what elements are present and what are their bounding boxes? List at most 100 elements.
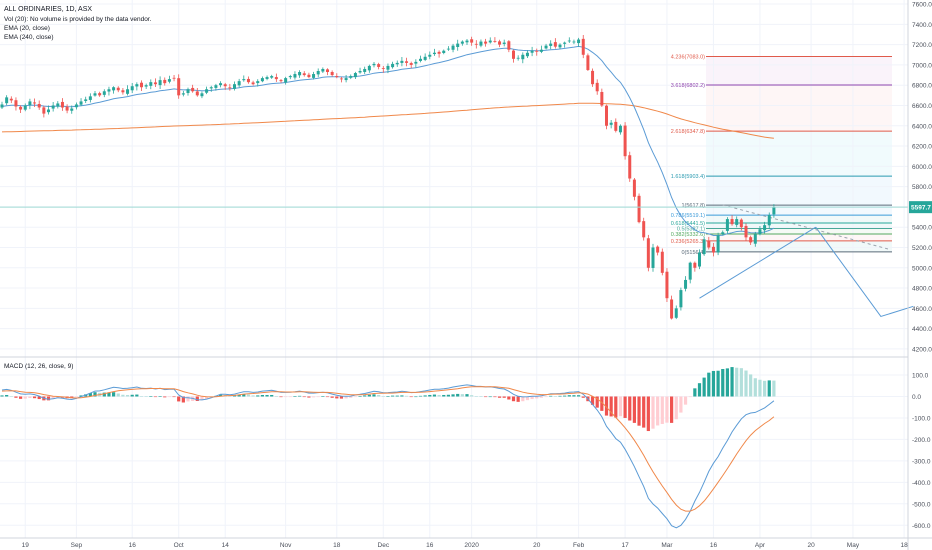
candlestick[interactable]	[353, 71, 357, 79]
candlestick[interactable]	[302, 71, 306, 77]
candlestick[interactable]	[730, 215, 734, 226]
candlestick[interactable]	[437, 50, 441, 58]
candlestick[interactable]	[456, 39, 460, 51]
candlestick[interactable]	[767, 212, 771, 229]
candlestick[interactable]	[391, 61, 395, 69]
candlestick[interactable]	[344, 74, 348, 83]
candlestick[interactable]	[479, 39, 483, 48]
candlestick[interactable]	[293, 71, 297, 80]
candlestick[interactable]	[135, 82, 139, 91]
candlestick[interactable]	[381, 66, 385, 73]
candlestick[interactable]	[363, 66, 367, 75]
macd-legend[interactable]: MACD (12, 26, close, 9)	[4, 363, 73, 370]
candlestick[interactable]	[725, 217, 729, 234]
candlestick[interactable]	[539, 45, 543, 54]
candlestick[interactable]	[530, 46, 534, 57]
ema20-legend[interactable]: EMA (20, close)	[4, 25, 50, 32]
candlestick[interactable]	[609, 119, 613, 129]
candlestick[interactable]	[51, 101, 55, 112]
candlestick[interactable]	[274, 73, 278, 82]
candlestick[interactable]	[367, 64, 371, 73]
ema240-line[interactable]	[1, 102, 774, 139]
candlestick[interactable]	[219, 81, 223, 88]
candlestick[interactable]	[335, 73, 339, 79]
candlestick[interactable]	[623, 122, 627, 160]
candlestick[interactable]	[758, 226, 762, 236]
candlestick[interactable]	[209, 85, 213, 92]
candlestick[interactable]	[470, 36, 474, 46]
candlestick[interactable]	[316, 68, 320, 78]
candlestick[interactable]	[28, 98, 32, 110]
candlestick[interactable]	[414, 59, 418, 68]
signal-line[interactable]	[1, 386, 775, 512]
candlestick[interactable]	[9, 96, 13, 104]
candlestick[interactable]	[563, 41, 567, 48]
symbol-title[interactable]: ALL ORDINARIES, 1D, ASX	[4, 6, 92, 13]
candlestick[interactable]	[558, 43, 562, 50]
candlestick[interactable]	[674, 305, 678, 320]
candlestick[interactable]	[618, 124, 622, 135]
candlestick[interactable]	[544, 43, 548, 50]
candlestick[interactable]	[702, 236, 706, 256]
candlestick[interactable]	[591, 68, 595, 87]
candlestick[interactable]	[0, 101, 4, 110]
candlestick[interactable]	[642, 217, 646, 241]
candlestick[interactable]	[432, 48, 436, 56]
candlestick[interactable]	[446, 46, 450, 51]
candlestick[interactable]	[679, 287, 683, 311]
candlestick[interactable]	[237, 78, 241, 88]
candlestick[interactable]	[228, 83, 232, 91]
candlestick[interactable]	[753, 231, 757, 247]
candlestick[interactable]	[56, 101, 60, 109]
candlestick[interactable]	[339, 77, 343, 83]
candlestick[interactable]	[70, 105, 74, 114]
candlestick[interactable]	[549, 40, 553, 50]
candlestick[interactable]	[600, 88, 604, 107]
candlestick[interactable]	[158, 76, 162, 89]
candlestick[interactable]	[516, 55, 520, 61]
candlestick[interactable]	[288, 74, 292, 80]
candlestick[interactable]	[312, 71, 316, 80]
candlestick[interactable]	[465, 39, 469, 46]
candlestick[interactable]	[186, 87, 190, 96]
candlestick[interactable]	[167, 75, 171, 84]
candlestick[interactable]	[233, 81, 236, 91]
candlestick[interactable]	[409, 61, 413, 69]
candlestick[interactable]	[181, 90, 185, 97]
candlestick[interactable]	[428, 51, 432, 60]
candlestick[interactable]	[512, 49, 515, 63]
candlestick[interactable]	[605, 104, 608, 130]
candlestick[interactable]	[628, 151, 632, 182]
candlestick[interactable]	[330, 70, 334, 77]
candlestick[interactable]	[395, 60, 399, 67]
candlestick[interactable]	[14, 97, 18, 111]
candlestick[interactable]	[284, 76, 288, 85]
candlestick[interactable]	[130, 82, 134, 94]
candlestick[interactable]	[577, 37, 581, 47]
candlestick[interactable]	[707, 236, 711, 250]
candlestick[interactable]	[223, 82, 227, 90]
candlestick[interactable]	[144, 83, 148, 89]
candlestick[interactable]	[484, 38, 488, 47]
candlestick[interactable]	[116, 86, 120, 93]
candlestick[interactable]	[372, 62, 376, 68]
candlestick[interactable]	[256, 79, 260, 87]
candlestick[interactable]	[772, 204, 776, 218]
candlestick[interactable]	[246, 76, 250, 84]
candlestick[interactable]	[442, 49, 446, 55]
candlestick[interactable]	[98, 91, 102, 97]
candlestick[interactable]	[200, 91, 204, 99]
candlestick[interactable]	[749, 235, 753, 245]
candlestick[interactable]	[646, 234, 650, 272]
candlestick[interactable]	[595, 79, 599, 95]
candlestick[interactable]	[535, 48, 539, 56]
candlestick[interactable]	[735, 216, 739, 228]
candlestick[interactable]	[153, 78, 157, 88]
candlestick[interactable]	[698, 249, 701, 270]
candlestick[interactable]	[614, 118, 618, 133]
candlestick[interactable]	[121, 87, 125, 95]
candlestick[interactable]	[405, 57, 409, 67]
candlestick[interactable]	[102, 89, 106, 98]
candlestick[interactable]	[172, 75, 176, 82]
